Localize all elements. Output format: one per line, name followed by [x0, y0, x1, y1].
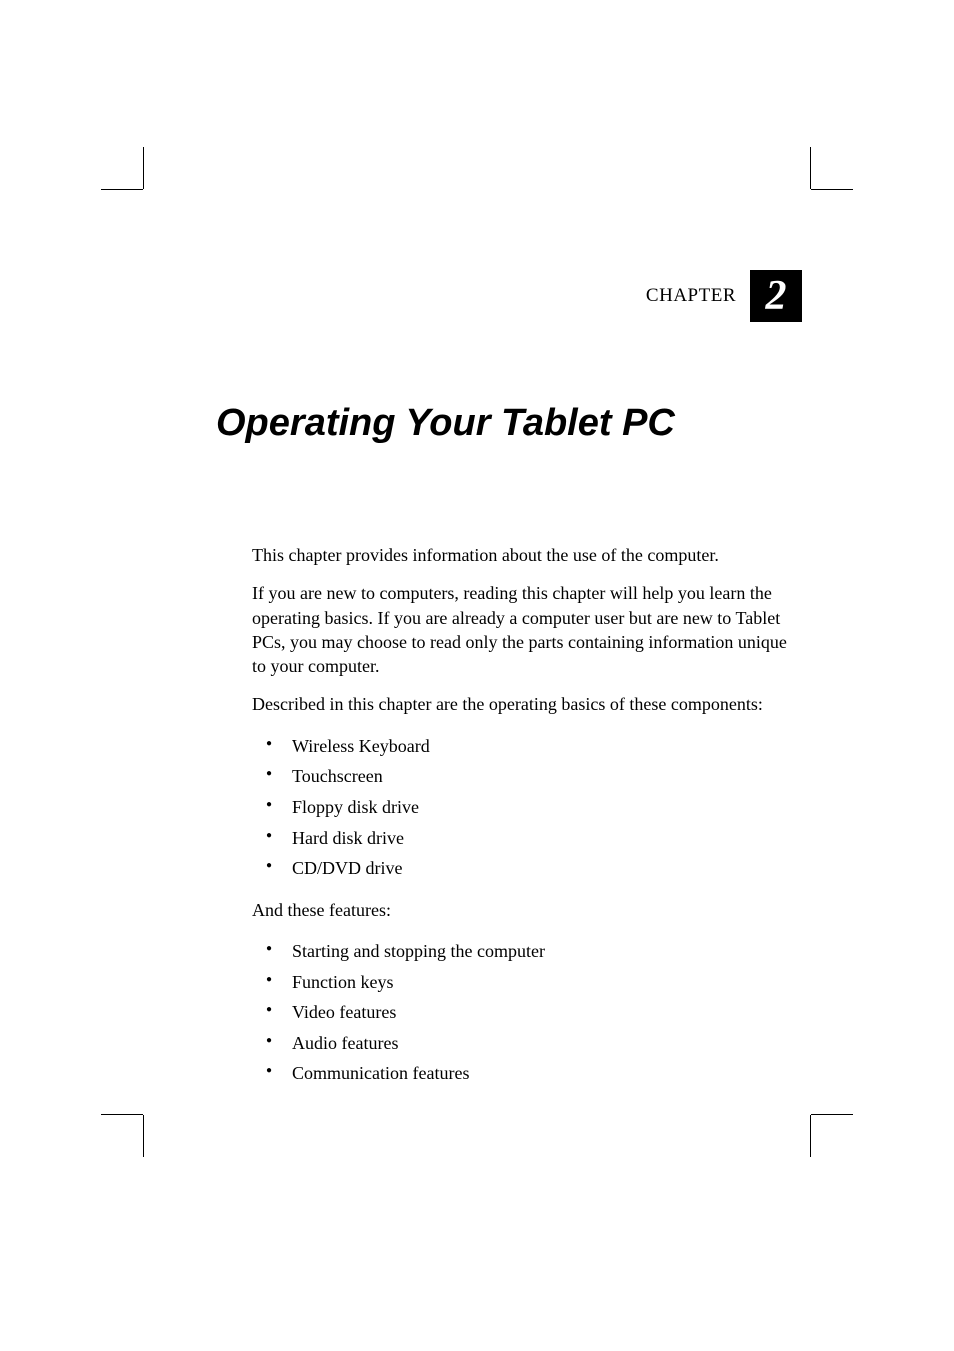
list-item: CD/DVD drive	[252, 853, 802, 884]
crop-mark	[101, 1114, 143, 1115]
paragraph-andfeatures: And these features:	[252, 898, 802, 922]
list-item: Starting and stopping the computer	[252, 936, 802, 967]
paragraph-intro: This chapter provides information about …	[252, 543, 802, 567]
crop-mark	[811, 1114, 853, 1115]
list-item: Touchscreen	[252, 761, 802, 792]
crop-mark	[101, 189, 143, 190]
crop-mark	[810, 147, 811, 189]
page-content: CHAPTER 2 Operating Your Tablet PC This …	[252, 270, 802, 1103]
chapter-label: CHAPTER	[646, 285, 736, 307]
chapter-number-box: 2	[750, 270, 802, 322]
components-list: Wireless Keyboard Touchscreen Floppy dis…	[252, 731, 802, 884]
crop-mark	[810, 1115, 811, 1157]
crop-mark	[143, 1115, 144, 1157]
list-item: Audio features	[252, 1028, 802, 1059]
crop-mark	[143, 147, 144, 189]
features-list: Starting and stopping the computer Funct…	[252, 936, 802, 1089]
list-item: Function keys	[252, 967, 802, 998]
list-item: Wireless Keyboard	[252, 731, 802, 762]
chapter-header: CHAPTER 2	[252, 270, 802, 322]
crop-mark	[811, 189, 853, 190]
paragraph-newusers: If you are new to computers, reading thi…	[252, 581, 802, 678]
list-item: Floppy disk drive	[252, 792, 802, 823]
paragraph-described: Described in this chapter are the operat…	[252, 692, 802, 716]
list-item: Communication features	[252, 1058, 802, 1089]
chapter-title: Operating Your Tablet PC	[216, 402, 802, 445]
list-item: Video features	[252, 997, 802, 1028]
list-item: Hard disk drive	[252, 823, 802, 854]
